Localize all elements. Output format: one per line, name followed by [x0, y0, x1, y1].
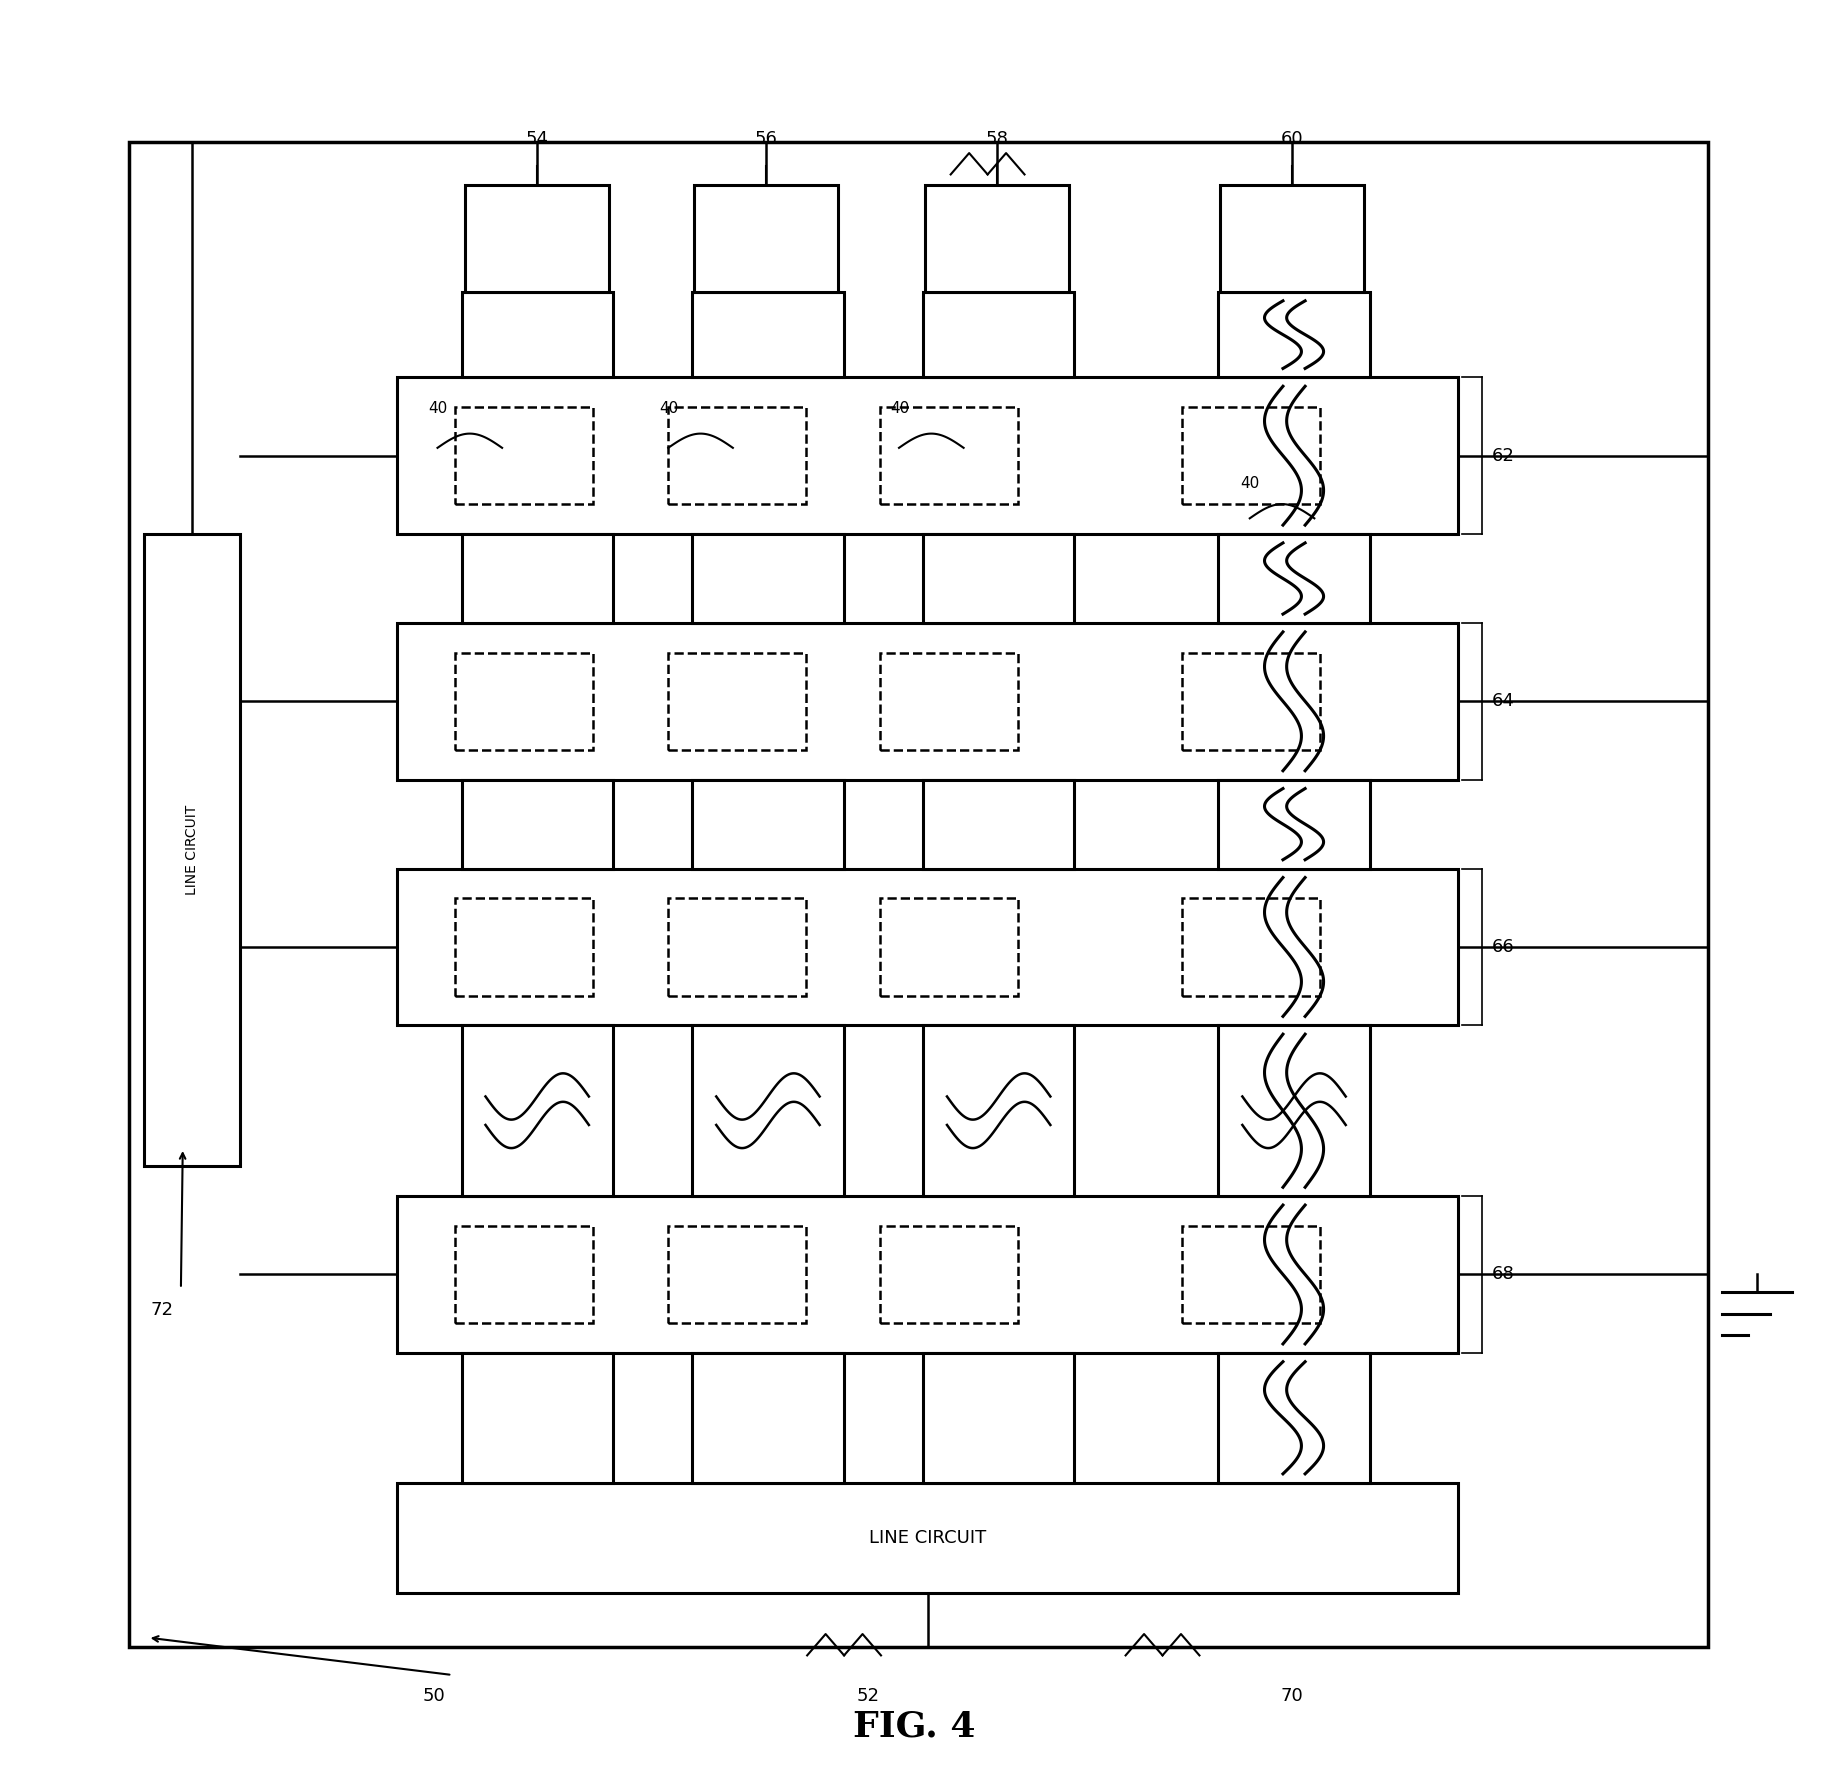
Bar: [1181, 653, 1320, 749]
Bar: [881, 653, 1017, 749]
Bar: [692, 1353, 844, 1483]
Bar: [1218, 534, 1370, 623]
Bar: [1220, 185, 1364, 292]
Bar: [923, 292, 1074, 377]
Bar: [923, 1025, 1074, 1196]
Bar: [694, 185, 838, 292]
Bar: [881, 408, 1017, 504]
Text: 70: 70: [1281, 1687, 1303, 1705]
Bar: [1218, 1025, 1370, 1196]
Bar: [668, 408, 805, 504]
Text: 60: 60: [1281, 130, 1303, 148]
Bar: [462, 780, 613, 869]
Bar: [668, 899, 805, 995]
Text: 66: 66: [1492, 938, 1514, 956]
Bar: [1181, 1226, 1320, 1323]
Bar: [462, 534, 613, 623]
Bar: [456, 653, 593, 749]
Text: LINE CIRCUIT: LINE CIRCUIT: [185, 805, 199, 895]
Text: 54: 54: [526, 130, 548, 148]
Bar: [397, 869, 1458, 1025]
Bar: [397, 623, 1458, 780]
Bar: [692, 1025, 844, 1196]
Bar: [668, 653, 805, 749]
Bar: [129, 142, 1708, 1647]
Bar: [462, 1353, 613, 1483]
Bar: [462, 1025, 613, 1196]
Bar: [456, 408, 593, 504]
Text: 40: 40: [428, 400, 447, 417]
Bar: [668, 1226, 805, 1323]
Bar: [923, 780, 1074, 869]
Bar: [692, 780, 844, 869]
Bar: [144, 534, 240, 1166]
Bar: [1218, 292, 1370, 377]
Bar: [925, 185, 1069, 292]
Bar: [1218, 780, 1370, 869]
Bar: [456, 1226, 593, 1323]
Bar: [397, 1483, 1458, 1593]
Bar: [692, 534, 844, 623]
Text: 40: 40: [890, 400, 908, 417]
Text: 58: 58: [986, 130, 1008, 148]
Text: 68: 68: [1492, 1266, 1514, 1283]
Bar: [462, 292, 613, 377]
Text: 52: 52: [857, 1687, 879, 1705]
Bar: [465, 185, 609, 292]
Bar: [397, 1196, 1458, 1353]
Bar: [1181, 899, 1320, 995]
Text: 40: 40: [659, 400, 677, 417]
Text: 64: 64: [1492, 692, 1514, 710]
Text: 40: 40: [1241, 477, 1259, 491]
Text: 62: 62: [1492, 447, 1514, 465]
Bar: [692, 292, 844, 377]
Bar: [923, 1353, 1074, 1483]
Bar: [881, 1226, 1017, 1323]
Bar: [1181, 408, 1320, 504]
Bar: [456, 899, 593, 995]
Text: 50: 50: [423, 1687, 445, 1705]
Text: FIG. 4: FIG. 4: [853, 1709, 975, 1744]
Text: 56: 56: [755, 130, 777, 148]
Text: LINE CIRCUIT: LINE CIRCUIT: [869, 1529, 986, 1547]
Bar: [397, 377, 1458, 534]
Bar: [923, 534, 1074, 623]
Bar: [1218, 1353, 1370, 1483]
Bar: [881, 899, 1017, 995]
Text: 72: 72: [151, 1301, 174, 1319]
